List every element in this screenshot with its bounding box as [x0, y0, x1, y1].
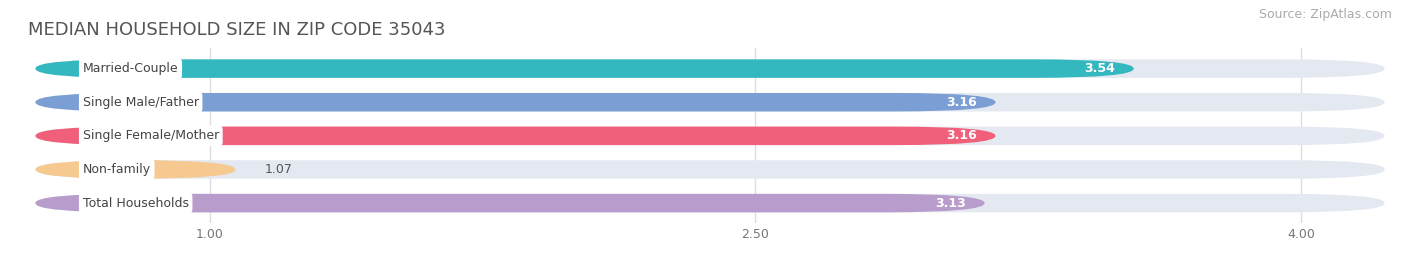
FancyBboxPatch shape [35, 93, 1385, 111]
Text: Non-family: Non-family [83, 163, 150, 176]
Text: 1.07: 1.07 [264, 163, 292, 176]
Text: Single Male/Father: Single Male/Father [83, 96, 198, 109]
FancyBboxPatch shape [35, 194, 984, 212]
Text: 3.13: 3.13 [935, 197, 966, 210]
FancyBboxPatch shape [35, 59, 1385, 78]
Text: 3.16: 3.16 [946, 96, 977, 109]
FancyBboxPatch shape [35, 93, 995, 111]
Text: 3.16: 3.16 [946, 129, 977, 142]
FancyBboxPatch shape [35, 127, 995, 145]
Text: Source: ZipAtlas.com: Source: ZipAtlas.com [1258, 8, 1392, 21]
Text: Single Female/Mother: Single Female/Mother [83, 129, 219, 142]
FancyBboxPatch shape [35, 194, 1385, 212]
Text: 3.54: 3.54 [1084, 62, 1115, 75]
FancyBboxPatch shape [35, 160, 235, 179]
Text: Total Households: Total Households [83, 197, 188, 210]
FancyBboxPatch shape [35, 127, 1385, 145]
FancyBboxPatch shape [35, 160, 1385, 179]
Text: MEDIAN HOUSEHOLD SIZE IN ZIP CODE 35043: MEDIAN HOUSEHOLD SIZE IN ZIP CODE 35043 [28, 20, 446, 38]
Text: Married-Couple: Married-Couple [83, 62, 179, 75]
FancyBboxPatch shape [35, 59, 1133, 78]
